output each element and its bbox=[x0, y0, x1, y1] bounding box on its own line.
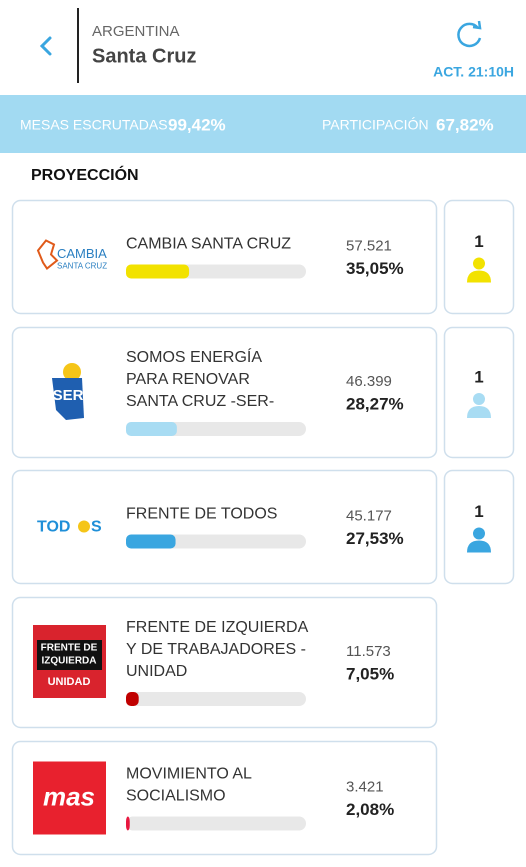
logo-text: UNIDAD bbox=[48, 676, 91, 688]
logo-text: FRENTE DE bbox=[41, 643, 98, 654]
seats-card bbox=[443, 326, 515, 459]
section-title: PROYECCIÓN bbox=[31, 165, 139, 184]
logo-sun bbox=[63, 363, 81, 381]
country: ARGENTINA bbox=[92, 23, 180, 40]
seat-icon-body bbox=[467, 270, 491, 283]
province: Santa Cruz bbox=[92, 45, 196, 67]
seat-icon-head bbox=[473, 257, 485, 270]
seats: 1 bbox=[474, 232, 483, 251]
vote-bar bbox=[126, 264, 190, 279]
mesas-label: MESAS ESCRUTADAS bbox=[20, 117, 168, 133]
seats-card bbox=[443, 199, 515, 315]
votes: 3.421 bbox=[346, 778, 384, 795]
party-card bbox=[11, 740, 438, 856]
percent: 35,05% bbox=[346, 259, 404, 278]
stats-band bbox=[0, 95, 526, 153]
party-name: SOCIALISMO bbox=[126, 788, 226, 805]
seat-icon-head bbox=[473, 393, 485, 405]
party-card bbox=[11, 199, 438, 315]
percent: 7,05% bbox=[346, 664, 394, 683]
seat-icon-body bbox=[467, 406, 491, 418]
percent: 28,27% bbox=[346, 394, 404, 413]
vote-bar bbox=[126, 692, 139, 706]
logo-text: SER bbox=[53, 387, 84, 404]
logo-shape bbox=[36, 239, 59, 270]
party-card bbox=[11, 469, 438, 585]
party-card bbox=[11, 596, 438, 729]
seats-card bbox=[443, 469, 515, 585]
percent: 2,08% bbox=[346, 800, 394, 819]
bar-track bbox=[126, 816, 306, 831]
logo-shape bbox=[52, 378, 84, 420]
logo-text: mas bbox=[43, 781, 95, 811]
party-name: SANTA CRUZ -SER- bbox=[126, 393, 274, 410]
party-name: MOVIMIENTO AL bbox=[126, 766, 252, 783]
logo-band bbox=[37, 640, 102, 670]
votes: 46.399 bbox=[346, 373, 392, 390]
logo-text: IZQUIERDA bbox=[42, 656, 97, 667]
seats: 1 bbox=[474, 502, 483, 521]
mesas-value: 99,42% bbox=[168, 115, 226, 134]
party-name: SOMOS ENERGÍA bbox=[126, 347, 262, 366]
party-name: PARA RENOVAR bbox=[126, 371, 250, 388]
logo-text: SANTA CRUZ bbox=[57, 262, 107, 271]
vote-bar bbox=[126, 816, 130, 831]
update-time: ACT. 21:10H bbox=[433, 64, 514, 80]
seats: 1 bbox=[474, 367, 483, 386]
votes: 45.177 bbox=[346, 507, 392, 524]
party-name: Y DE TRABAJADORES - bbox=[126, 641, 306, 658]
logo-text: CAMBIA bbox=[57, 246, 107, 261]
vote-bar bbox=[126, 534, 176, 549]
party-name: FRENTE DE TODOS bbox=[126, 506, 277, 523]
seat-icon-head bbox=[473, 527, 485, 540]
back-button[interactable] bbox=[39, 36, 52, 56]
party-card bbox=[11, 326, 438, 459]
party-name: UNIDAD bbox=[126, 663, 187, 680]
percent: 27,53% bbox=[346, 529, 404, 548]
party-name: FRENTE DE IZQUIERDA bbox=[126, 619, 309, 636]
bar-track bbox=[126, 692, 306, 706]
seat-icon-body bbox=[467, 540, 491, 553]
party-name: CAMBIA SANTA CRUZ bbox=[126, 236, 291, 253]
participacion-label: PARTICIPACIÓN bbox=[322, 117, 429, 133]
vote-bar bbox=[126, 422, 177, 436]
logo-box bbox=[33, 761, 106, 835]
participacion-value: 67,82% bbox=[436, 115, 494, 134]
logo-sun bbox=[78, 520, 90, 533]
logo-text: S bbox=[91, 519, 102, 536]
logo-text: TOD bbox=[37, 519, 70, 536]
votes: 57.521 bbox=[346, 237, 392, 254]
votes: 11.573 bbox=[346, 643, 391, 660]
refresh-button[interactable] bbox=[457, 20, 482, 48]
